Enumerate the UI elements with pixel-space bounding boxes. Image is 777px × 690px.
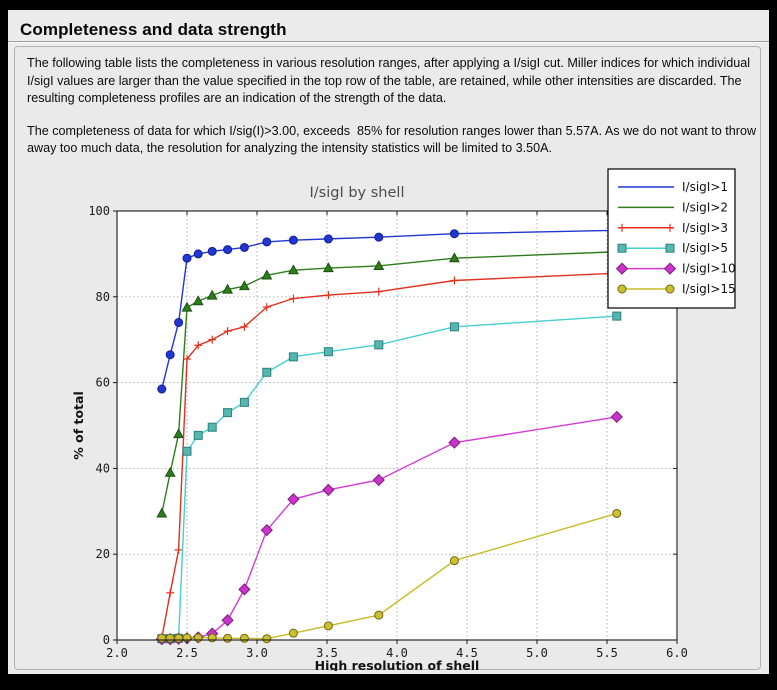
svg-text:I/sigI>1: I/sigI>1 bbox=[682, 180, 728, 194]
svg-text:I/sigI>2: I/sigI>2 bbox=[682, 200, 728, 214]
legend: I/sigI>1 I/sigI>2 I/sigI>3 I/sigI>5 I/sigI>1… bbox=[607, 168, 736, 309]
completeness-chart-svg: 2.0 2.5 3.0 3.5 4.0 4.5 5.0 5.5 6.0 0 20 40 60 80 100 I… bbox=[71, 168, 736, 673]
series-I/sigI>3 bbox=[157, 269, 621, 642]
svg-text:I/sigI>5: I/sigI>5 bbox=[682, 241, 728, 255]
text-block: The following table lists the completene… bbox=[15, 47, 760, 158]
svg-text:I/sigI>15: I/sigI>15 bbox=[682, 282, 736, 296]
series-I/sigI>15 bbox=[157, 508, 622, 644]
content-panel: The following table lists the completene… bbox=[14, 46, 761, 673]
svg-text:20: 20 bbox=[96, 547, 110, 561]
svg-text:4.0: 4.0 bbox=[386, 646, 408, 660]
svg-text:0: 0 bbox=[103, 633, 110, 647]
chart: 2.0 2.5 3.0 3.5 4.0 4.5 5.0 5.5 6.0 0 20 40 60 80 100 I… bbox=[8, 156, 769, 673]
chart-title: I/sigI by shell bbox=[310, 185, 405, 201]
svg-text:2.5: 2.5 bbox=[176, 646, 198, 660]
series-I/sigI>1 bbox=[157, 225, 622, 394]
svg-text:5.5: 5.5 bbox=[596, 646, 618, 660]
svg-text:40: 40 bbox=[96, 461, 110, 475]
intro-paragraph: The following table lists the completene… bbox=[27, 56, 754, 105]
tick-labels: 2.0 2.5 3.0 3.5 4.0 4.5 5.0 5.5 6.0 0 20 40 60 80 100 bbox=[88, 204, 688, 660]
series-I/sigI>2 bbox=[156, 245, 623, 518]
x-axis-label: High resolution of shell bbox=[315, 658, 480, 671]
svg-text:6.0: 6.0 bbox=[666, 646, 688, 660]
y-axis-label: % of total bbox=[71, 391, 86, 460]
svg-text:5.0: 5.0 bbox=[526, 646, 548, 660]
svg-text:4.5: 4.5 bbox=[456, 646, 478, 660]
report-window: Completeness and data strength The follo… bbox=[8, 10, 769, 674]
gridlines bbox=[117, 211, 677, 640]
conclusion-paragraph: The completeness of data for which I/sig… bbox=[27, 123, 760, 156]
svg-text:I/sigI>3: I/sigI>3 bbox=[682, 221, 728, 235]
svg-text:I/sigI>10: I/sigI>10 bbox=[682, 262, 736, 276]
svg-text:3.5: 3.5 bbox=[316, 646, 338, 660]
title-separator bbox=[8, 41, 769, 43]
svg-text:80: 80 bbox=[96, 290, 110, 304]
svg-text:60: 60 bbox=[96, 376, 110, 390]
page-title: Completeness and data strength bbox=[20, 20, 287, 39]
svg-text:100: 100 bbox=[88, 204, 110, 218]
svg-text:3.0: 3.0 bbox=[246, 646, 268, 660]
svg-text:2.0: 2.0 bbox=[106, 646, 128, 660]
